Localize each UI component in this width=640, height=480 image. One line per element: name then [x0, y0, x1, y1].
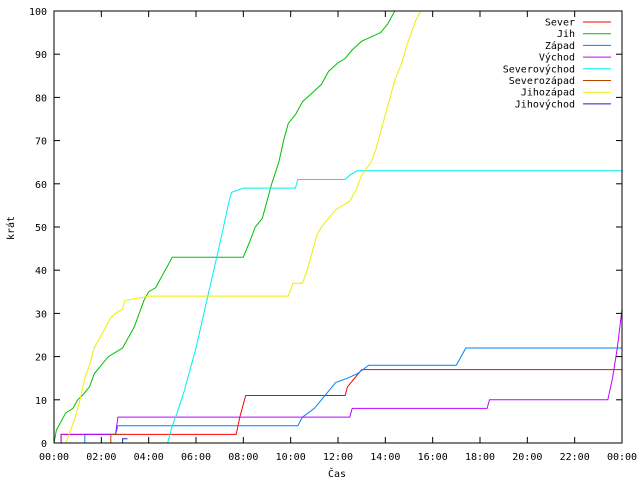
y-tick-label: 20 [35, 353, 47, 364]
legend-label: Východ [539, 52, 575, 64]
x-tick-label: 02:00 [86, 452, 116, 463]
legend-label: Sever [545, 18, 575, 29]
legend-label: Jihovýchod [515, 98, 575, 110]
legend-label: Severovýchod [503, 63, 575, 75]
x-tick-label: 00:00 [39, 452, 69, 463]
x-tick-label: 20:00 [512, 452, 542, 463]
series-line-5 [167, 170, 622, 443]
series-line-3 [84, 347, 622, 443]
y-tick-label: 40 [35, 266, 47, 277]
x-tick-label: 10:00 [276, 452, 306, 463]
y-tick-label: 10 [35, 396, 47, 407]
legend-label: Západ [545, 40, 575, 52]
x-axis-label: Čas [328, 467, 346, 480]
series-layer [54, 11, 622, 443]
y-tick-label: 0 [41, 439, 47, 450]
x-tick-label: 12:00 [323, 452, 353, 463]
x-tick-label: 04:00 [134, 452, 164, 463]
x-tick-label: 00:00 [607, 452, 637, 463]
y-tick-label: 100 [29, 7, 47, 18]
series-line-2 [54, 11, 396, 443]
legend-label: Jihozápad [521, 87, 575, 99]
x-tick-label: 08:00 [228, 452, 258, 463]
y-tick-label: 90 [35, 50, 47, 61]
y-tick-label: 80 [35, 93, 47, 104]
y-axis-label: krát [5, 216, 17, 240]
x-tick-label: 22:00 [560, 452, 590, 463]
legend: SeverJihZápadVýchodSeverovýchodSeverozáp… [503, 18, 611, 110]
y-tick-label: 30 [35, 309, 47, 320]
y-tick-label: 50 [35, 223, 47, 234]
x-tick-label: 14:00 [370, 452, 400, 463]
axes-layer: 00:00 02:00 04:00 06:00 08:00 10:00 12:00 14:00… [29, 7, 637, 463]
series-line-4 [60, 309, 622, 443]
series-line-8 [122, 438, 128, 443]
legend-label: Jih [557, 29, 575, 40]
series-line-6 [110, 433, 125, 443]
series-line-7 [65, 11, 422, 443]
y-tick-label: 70 [35, 137, 47, 148]
legend-label: Severozápad [509, 75, 575, 87]
x-tick-label: 06:00 [181, 452, 211, 463]
x-tick-label: 16:00 [418, 452, 448, 463]
y-tick-label: 60 [35, 180, 47, 191]
x-tick-label: 18:00 [465, 452, 495, 463]
